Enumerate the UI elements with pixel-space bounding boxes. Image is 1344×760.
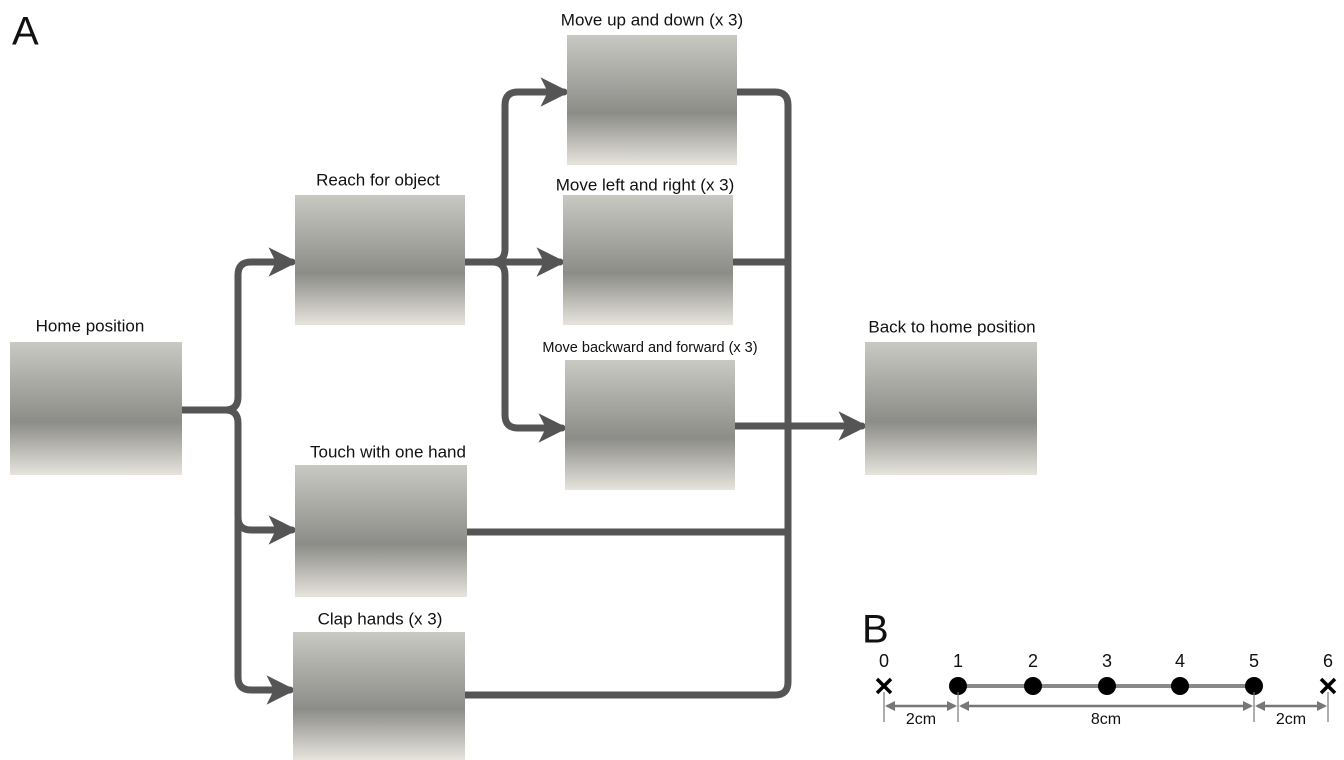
- node-label: Reach for object: [316, 170, 440, 189]
- cross-marker: [1319, 677, 1337, 695]
- panel-label: B: [862, 608, 889, 652]
- point-label: 1: [953, 651, 963, 671]
- node-label: Move up and down (x 3): [561, 10, 743, 29]
- node-label: Back to home position: [868, 317, 1035, 336]
- photo-home: [10, 342, 182, 475]
- photo-back-home: [865, 342, 1037, 475]
- dimension-label: 8cm: [1091, 711, 1121, 728]
- point-label: 5: [1249, 651, 1259, 671]
- panel-label: A: [12, 10, 39, 54]
- photo-clap: [293, 632, 465, 760]
- photo-up-down: [567, 35, 737, 165]
- photos: [10, 35, 1037, 760]
- photo-touch: [295, 465, 467, 597]
- point-label: 6: [1323, 651, 1333, 671]
- cross-marker: [875, 677, 893, 695]
- dimension-label: 2cm: [906, 711, 936, 728]
- dot-marker: [1098, 677, 1116, 695]
- dot-marker: [1245, 677, 1263, 695]
- photo-back-forward: [565, 360, 735, 490]
- node-label: Clap hands (x 3): [318, 609, 443, 628]
- dot-marker: [1171, 677, 1189, 695]
- photo-reach: [295, 195, 465, 325]
- flow-arrows: [178, 77, 868, 705]
- position-scale: 0 1 2 3 4 5 6 2cm 8cm 2cm: [875, 651, 1337, 728]
- point-label: 0: [879, 651, 889, 671]
- point-label: 4: [1175, 651, 1185, 671]
- photo-left-right: [563, 195, 733, 325]
- node-label: Move backward and forward (x 3): [542, 340, 757, 356]
- dot-marker: [1024, 677, 1042, 695]
- node-label: Home position: [36, 316, 145, 335]
- node-label: Touch with one hand: [310, 442, 466, 461]
- node-label: Move left and right (x 3): [556, 175, 735, 194]
- dimension-label: 2cm: [1276, 711, 1306, 728]
- point-label: 3: [1102, 651, 1112, 671]
- dot-marker: [949, 677, 967, 695]
- point-label: 2: [1028, 651, 1038, 671]
